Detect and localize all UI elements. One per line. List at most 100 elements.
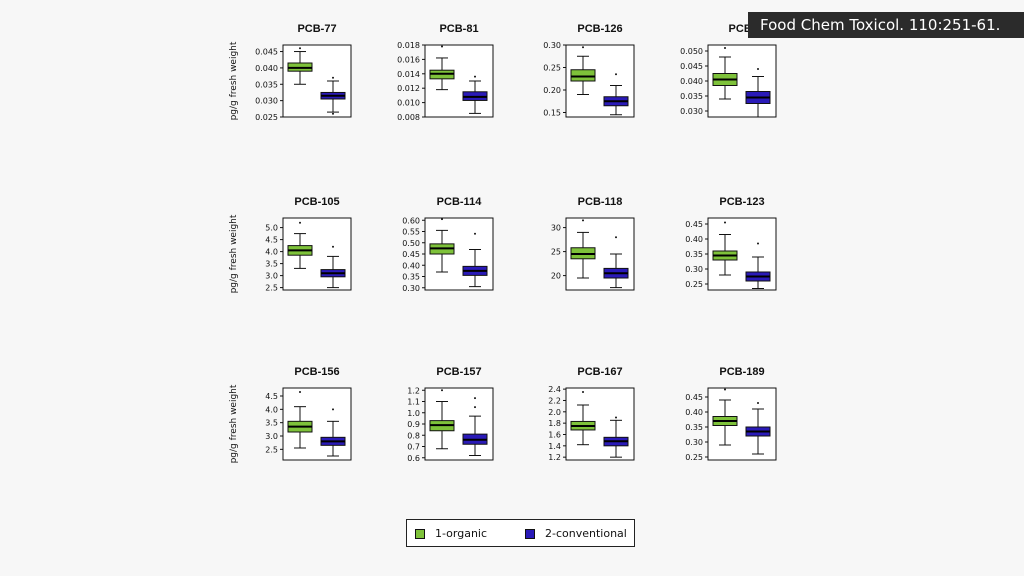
y-tick-label: 1.6 bbox=[548, 430, 561, 439]
y-tick-label: 5.0 bbox=[265, 224, 278, 233]
outlier-point bbox=[724, 47, 726, 49]
y-tick-label: 2.2 bbox=[548, 396, 561, 405]
y-tick-label: 0.50 bbox=[402, 239, 420, 248]
conventional-box bbox=[320, 408, 346, 457]
outlier-point bbox=[441, 218, 443, 221]
y-tick-label: 0.25 bbox=[685, 280, 703, 289]
organic-box bbox=[570, 219, 596, 279]
panel-title: PCB-105 bbox=[294, 196, 339, 208]
y-tick-label: 0.035 bbox=[680, 92, 703, 101]
organic-box bbox=[287, 221, 313, 269]
panel-title: PCB-77 bbox=[297, 23, 336, 35]
panel-title: PCB-167 bbox=[577, 366, 622, 378]
legend: 1-organic 2-conventional bbox=[406, 519, 635, 547]
y-tick-label: 0.030 bbox=[680, 107, 703, 116]
y-tick-label: 0.45 bbox=[685, 393, 703, 402]
y-tick-label: 0.040 bbox=[255, 64, 278, 73]
y-tick-label: 0.30 bbox=[402, 284, 420, 293]
y-tick-label: 0.045 bbox=[255, 48, 278, 57]
organic-box bbox=[429, 389, 455, 450]
outlier-point bbox=[582, 46, 584, 49]
y-tick-label: 0.018 bbox=[397, 41, 420, 50]
y-tick-label: 0.25 bbox=[543, 64, 561, 73]
conventional-swatch bbox=[525, 528, 535, 539]
organic-box bbox=[570, 46, 596, 95]
y-tick-label: 0.55 bbox=[402, 228, 420, 237]
panel-1: PCB-77 0.025 0.030 0.035 0.040 0.045 pg/g fres… bbox=[229, 23, 352, 122]
organic-box bbox=[712, 221, 738, 276]
y-tick-label: 0.025 bbox=[255, 113, 278, 122]
outlier-point bbox=[474, 75, 476, 78]
y-tick-label: 0.8 bbox=[407, 431, 420, 440]
panel-2: PCB-81 0.008 0.010 0.012 0.014 0.016 0.018 bbox=[397, 23, 494, 122]
conventional-box bbox=[603, 416, 629, 458]
outlier-point bbox=[757, 242, 759, 245]
conventional-box bbox=[320, 245, 346, 289]
outlier-point bbox=[724, 388, 726, 391]
y-tick-label: 0.012 bbox=[397, 84, 420, 93]
organic-box bbox=[287, 391, 313, 449]
y-tick-label: 3.5 bbox=[265, 419, 278, 428]
panel-10: PCB-157 0.6 0.7 0.8 0.9 1.0 1.1 1.2 bbox=[407, 366, 494, 463]
conventional-box bbox=[745, 402, 771, 455]
y-tick-label: 0.25 bbox=[685, 453, 703, 462]
conventional-box bbox=[603, 73, 629, 116]
y-axis-label: pg/g fresh weight bbox=[229, 41, 239, 120]
y-tick-label: 1.2 bbox=[548, 453, 561, 462]
conventional-box bbox=[745, 242, 771, 289]
y-tick-label: 0.35 bbox=[685, 423, 703, 432]
conventional-box bbox=[320, 76, 346, 115]
iqr-box bbox=[570, 69, 596, 82]
outlier-point bbox=[474, 397, 476, 400]
y-tick-label: 2.4 bbox=[548, 385, 561, 394]
outlier-point bbox=[332, 112, 334, 115]
outlier-point bbox=[724, 221, 726, 224]
conventional-box bbox=[603, 236, 629, 289]
y-tick-label: 0.30 bbox=[685, 265, 703, 274]
y-tick-label: 1.0 bbox=[407, 409, 420, 418]
y-tick-label: 0.035 bbox=[255, 80, 278, 89]
panel-11: PCB-167 1.2 1.4 1.6 1.8 2.0 2.2 2.4 bbox=[548, 366, 635, 462]
y-tick-label: 3.0 bbox=[265, 272, 278, 281]
legend-item-organic: 1-organic bbox=[415, 527, 487, 540]
y-tick-label: 0.6 bbox=[407, 454, 420, 463]
y-tick-label: 4.0 bbox=[265, 248, 278, 257]
panel-title: PCB-189 bbox=[719, 366, 764, 378]
y-tick-label: 0.20 bbox=[543, 86, 561, 95]
outlier-point bbox=[332, 408, 334, 411]
y-tick-label: 25 bbox=[551, 248, 561, 257]
outlier-point bbox=[299, 221, 301, 224]
panel-title: PCB-81 bbox=[439, 23, 478, 35]
y-tick-label: 0.40 bbox=[402, 261, 420, 270]
organic-box bbox=[712, 388, 738, 446]
plot-frame bbox=[282, 44, 352, 118]
y-tick-label: 0.30 bbox=[543, 41, 561, 50]
panel-title: PCB-157 bbox=[436, 366, 481, 378]
panel-title: PCB-123 bbox=[719, 196, 764, 208]
y-tick-label: 3.5 bbox=[265, 260, 278, 269]
citation-banner: Food Chem Toxicol. 110:251-61. bbox=[748, 12, 1024, 38]
outlier-point bbox=[757, 68, 759, 70]
y-tick-label: 0.9 bbox=[407, 420, 420, 429]
y-tick-label: 0.60 bbox=[402, 216, 420, 225]
outlier-point bbox=[332, 245, 334, 248]
outlier-point bbox=[474, 406, 476, 409]
y-tick-label: 2.5 bbox=[265, 445, 278, 454]
y-tick-label: 0.045 bbox=[680, 62, 703, 71]
outlier-point bbox=[332, 76, 334, 79]
y-tick-label: 0.40 bbox=[685, 235, 703, 244]
outlier-point bbox=[757, 402, 759, 404]
y-tick-label: 0.35 bbox=[685, 250, 703, 259]
conventional-box bbox=[462, 75, 488, 114]
y-tick-label: 0.050 bbox=[680, 47, 703, 56]
outlier-point bbox=[441, 45, 443, 48]
panel-6: PCB-114 0.30 0.35 0.40 0.45 0.50 0.55 0.60 bbox=[402, 196, 494, 293]
panel-5: PCB-105 2.5 3.0 3.5 4.0 4.5 5.0 pg/g fresh weig… bbox=[229, 196, 352, 293]
conventional-box bbox=[745, 68, 771, 118]
y-tick-label: 2.0 bbox=[548, 408, 561, 417]
y-tick-label: 0.040 bbox=[680, 77, 703, 86]
outlier-point bbox=[299, 47, 301, 50]
outlier-point bbox=[299, 391, 301, 393]
y-tick-label: 0.014 bbox=[397, 70, 420, 79]
